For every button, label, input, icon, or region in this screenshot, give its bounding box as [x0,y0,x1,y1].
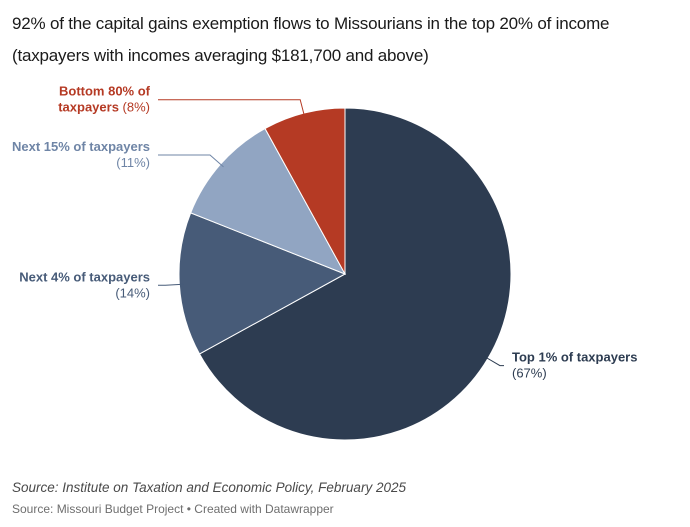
leader-line-4 [158,99,306,118]
pie-chart: Top 1% of taxpayers(67%) Next 4% of taxpa… [12,84,637,441]
leader-line-1 [484,356,504,367]
slice-value-4: (8%) [119,100,150,115]
chart-title: 92% of the capital gains exemption flows… [12,14,610,33]
chart-subtitle: (taxpayers with incomes averaging $181,7… [12,46,429,65]
slice-labels: Top 1% of taxpayers(67%) Next 4% of taxpa… [12,84,637,381]
slice-label-3: Next 15% of taxpayers(11%) [12,139,150,170]
slice-name-4-line-1: Bottom 80% of [59,84,151,99]
slice-label-1: Top 1% of taxpayers(67%) [512,350,637,381]
slice-value-1: (67%) [512,366,547,381]
leader-line-2 [158,283,184,286]
slice-label-2: Next 4% of taxpayers(14%) [19,269,150,300]
slice-value-2: (14%) [115,285,150,300]
slice-name-1-line-1: Top 1% of taxpayers [512,350,637,365]
slice-name-2-line-1: Next 4% of taxpayers [19,269,150,284]
leader-lines [158,99,504,367]
source-note: Source: Institute on Taxation and Econom… [12,480,406,495]
pie-slices [178,107,512,441]
slice-value-3: (11%) [116,155,150,170]
slice-name-4-line-2: taxpayers (8%) [58,100,150,115]
credit-line: Source: Missouri Budget Project • Create… [12,502,334,516]
leader-line-3 [158,154,224,168]
slice-name-3-line-1: Next 15% of taxpayers [12,139,150,154]
